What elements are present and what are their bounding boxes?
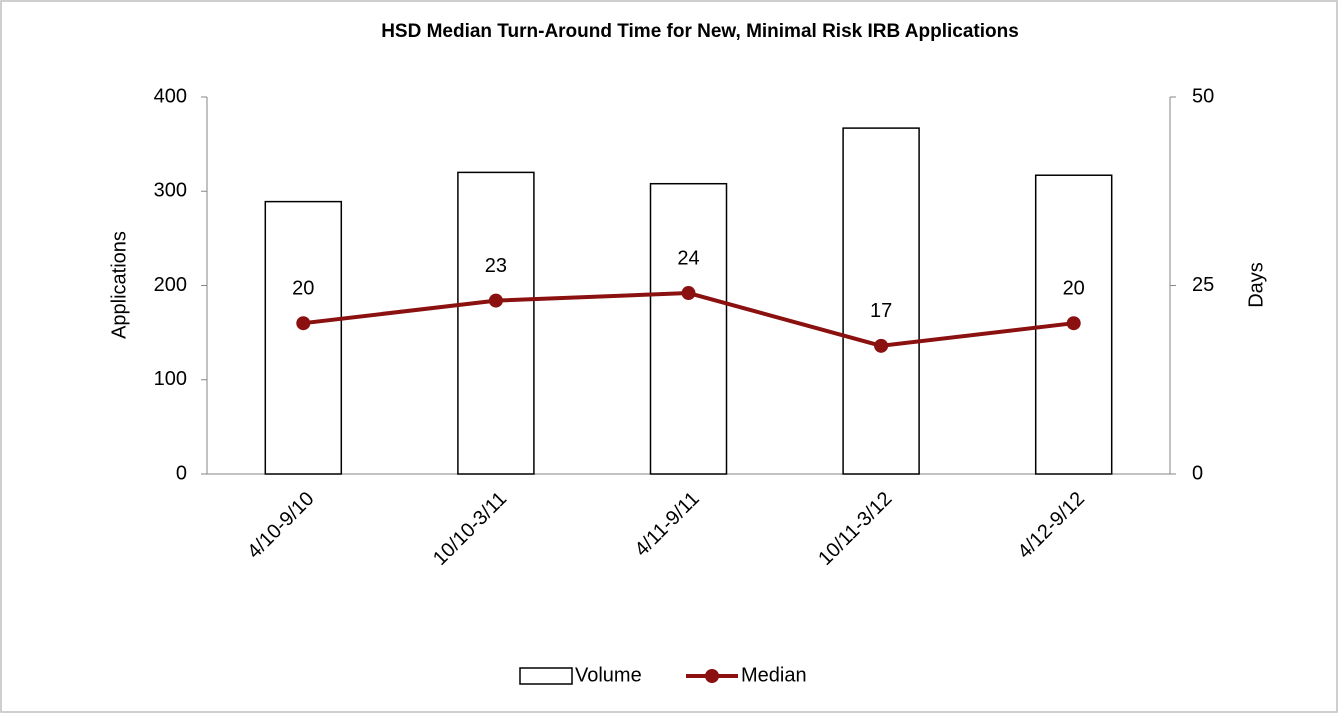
marker: [874, 338, 889, 353]
marker: [681, 286, 696, 301]
bar: [649, 182, 728, 475]
data-label: 23: [485, 255, 507, 277]
legend-swatch: [519, 667, 573, 685]
y-tick-label: 100: [154, 368, 187, 390]
y-tick-label: 300: [154, 180, 187, 202]
y2-tick-label: 25: [1192, 274, 1214, 296]
bar: [264, 200, 343, 475]
y-tick-label: 0: [176, 462, 187, 484]
y-axis-label: Applications: [108, 231, 130, 339]
legend-marker: [705, 669, 719, 683]
bar: [842, 127, 920, 475]
legend-label: Volume: [575, 664, 642, 686]
legend-label: Median: [741, 664, 807, 686]
data-label: 20: [292, 277, 314, 299]
y-tick-label: 400: [154, 85, 187, 107]
chart-title: HSD Median Turn-Around Time for New, Min…: [381, 21, 1019, 42]
bar: [457, 171, 535, 475]
data-label: 17: [870, 300, 892, 322]
y-tick-label: 200: [154, 274, 187, 296]
y2-axis-label: Days: [1245, 262, 1267, 308]
data-label: 20: [1063, 277, 1085, 299]
data-label: 24: [677, 247, 699, 269]
y2-tick-label: 50: [1192, 85, 1214, 107]
marker: [488, 293, 503, 308]
marker: [1066, 316, 1081, 331]
y2-tick-label: 0: [1192, 462, 1203, 484]
marker: [296, 316, 311, 331]
